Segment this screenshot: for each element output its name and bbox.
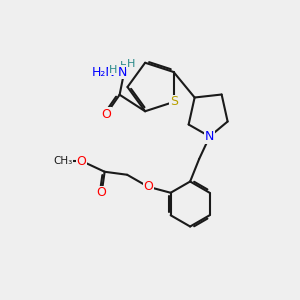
Text: O: O — [101, 108, 111, 121]
Text: CH₃: CH₃ — [53, 156, 72, 166]
Text: H: H — [120, 61, 128, 71]
Text: N: N — [118, 66, 127, 79]
Text: O: O — [97, 186, 106, 199]
Text: H: H — [109, 65, 117, 75]
Text: O: O — [143, 180, 153, 193]
Text: H: H — [127, 59, 135, 69]
Text: S: S — [169, 95, 178, 109]
Text: H₂N: H₂N — [92, 66, 116, 79]
Text: O: O — [76, 155, 86, 168]
Text: N: N — [205, 130, 214, 143]
